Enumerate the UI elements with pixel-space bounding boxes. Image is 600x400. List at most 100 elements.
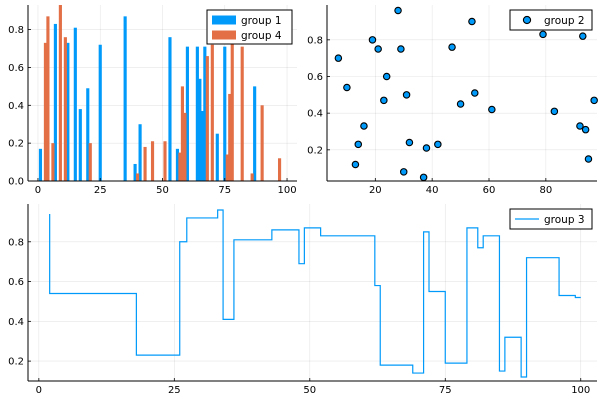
panel1-bar-1-14	[210, 44, 214, 181]
panel1-bar-0-17	[215, 133, 219, 181]
panel1-bar-0-19	[253, 86, 257, 181]
panel2-x-tick-label-2: 60	[483, 185, 496, 196]
panel1-bar-0-8	[133, 163, 137, 181]
panel2-point-6	[374, 45, 382, 53]
panel1-x-tick-label-2: 50	[156, 185, 169, 196]
panel2-point-23	[550, 107, 559, 116]
panel1-bar-1-12	[183, 112, 187, 181]
panel2-point-20	[471, 89, 479, 97]
panel2-point-14	[419, 173, 428, 182]
panel2-point-28	[590, 96, 598, 105]
panel2-point-25	[579, 32, 587, 40]
panel3-y-tick-label-3: 0.8	[8, 237, 24, 248]
panel1-panel: 0 25 50 75 100 0.0 0.2 0.4 0.6 0.8 group 1 group 4	[8, 5, 297, 196]
panel2-y-tick-label-2: 0.6	[307, 72, 323, 83]
panel1-bar-0-13	[195, 46, 199, 182]
panel3-y-tick-label-0: 0.2	[8, 357, 24, 368]
panel1-legend-swatch-1	[212, 30, 236, 40]
panel1-bar-1-11	[180, 86, 184, 181]
panel2-point-22	[539, 30, 547, 39]
panel2-point-18	[456, 100, 465, 108]
panel2-point-21	[488, 105, 496, 114]
panel2-point-7	[380, 96, 388, 105]
panel1-y-tick-label-1: 0.2	[8, 139, 24, 150]
panel1-bar-1-21	[277, 158, 282, 181]
panel1-bar-0-15	[200, 110, 204, 181]
panel1-legend-label-1: group 4	[241, 30, 282, 42]
panel1-bar-0-2	[66, 42, 70, 182]
panel1-x-tick-label-1: 25	[94, 185, 107, 196]
panel1-legend-label-0: group 1	[241, 15, 282, 27]
panel3-y-tick-label-1: 0.4	[8, 317, 24, 328]
panel3-x-tick-label-4: 100	[571, 385, 590, 396]
panel2-point-12	[402, 91, 411, 99]
panel1-bar-1-9	[163, 141, 167, 181]
panel1-bar-0-10	[168, 37, 172, 181]
panel1-bar-1-15	[225, 154, 229, 181]
panel2-point-13	[405, 138, 414, 147]
panel3-legend: group 3	[509, 208, 593, 230]
panel3-legend-box	[509, 208, 593, 230]
panel2-point-15	[422, 144, 431, 152]
panel1-bar-1-2	[51, 143, 55, 181]
panel3-x-tick-label-2: 50	[303, 385, 316, 396]
panel1-bar-1-10	[178, 152, 182, 181]
panel1-bar-1-16	[228, 93, 232, 181]
panel2-legend-box	[509, 9, 593, 31]
panel1-bar-1-3	[58, 5, 62, 181]
panel1-bar-0-7	[123, 16, 127, 181]
panel3-series-line	[49, 209, 581, 378]
panel1-bar-0-11	[175, 148, 180, 181]
panel2-point-11	[399, 168, 408, 176]
panel1-bar-0-3	[73, 27, 77, 182]
panel1-bar-1-1	[46, 16, 50, 181]
panel1-y-tick-label-3: 0.6	[8, 63, 24, 74]
panel2-x-tick-label-0: 20	[369, 185, 382, 196]
panel2-point-26	[581, 125, 590, 134]
panel1-x-tick-label-0: 0	[35, 185, 41, 196]
panel2-y-tick-label-3: 0.8	[307, 35, 323, 46]
panel2-point-8	[382, 72, 391, 81]
panel2-point-5	[368, 36, 377, 44]
panel1-bar-1-19	[250, 173, 254, 181]
panel1-bar-0-5	[86, 88, 90, 181]
panel2-point-3	[354, 140, 363, 149]
panel1-bar-1-4	[63, 37, 67, 181]
panel2-x-tick-label-1: 40	[426, 185, 439, 196]
panel2-y-tick-label-0: 0.2	[307, 145, 323, 156]
panel1-bar-1-20	[260, 105, 264, 181]
panel2-point-10	[397, 45, 405, 53]
panel2-point-4	[360, 122, 368, 130]
panel1-bar-1-13	[205, 56, 209, 182]
panel1-y-tick-label-0: 0.0	[8, 177, 24, 188]
panel1-bar-1-5	[88, 143, 92, 181]
panel3-y-tick-label-2: 0.6	[8, 277, 24, 288]
panel3-panel: 0 25 50 75 100 0.2 0.4 0.6 0.8 group 3	[8, 204, 597, 396]
panel1-y-tick-label-4: 0.8	[8, 25, 24, 36]
panel2-legend-swatch-0	[522, 15, 532, 25]
panel1-bar-1-0	[43, 42, 48, 182]
panel1-bar-0-0	[38, 148, 43, 181]
panel1-bar-0-4	[78, 109, 82, 181]
panel2-point-9	[394, 6, 402, 15]
panel1-bar-0-16	[203, 46, 207, 182]
panel1-bar-0-18	[223, 46, 227, 182]
panel2-legend-label-0: group 2	[544, 15, 585, 27]
panel2-point-27	[584, 155, 593, 163]
panel1-x-tick-label-4: 100	[277, 185, 296, 196]
panel2-point-0	[334, 54, 343, 62]
panel1-bar-1-6	[136, 173, 140, 181]
panel1-bar-1-18	[240, 46, 244, 182]
panel2-legend: group 2	[509, 9, 593, 31]
panel1-bar-1-7	[143, 146, 147, 181]
panel1-bar-0-14	[198, 78, 202, 181]
panel1-y-tick-label-2: 0.4	[8, 101, 24, 112]
panel1-bar-0-1	[53, 23, 57, 182]
panel1-x-tick-label-3: 75	[218, 185, 231, 196]
panel1-bar-0-6	[98, 44, 102, 181]
panel1-bar-0-9	[138, 124, 142, 181]
panel2-point-1	[343, 83, 351, 92]
panel2-point-17	[448, 43, 456, 51]
panel1-bar-0-12	[185, 46, 189, 182]
